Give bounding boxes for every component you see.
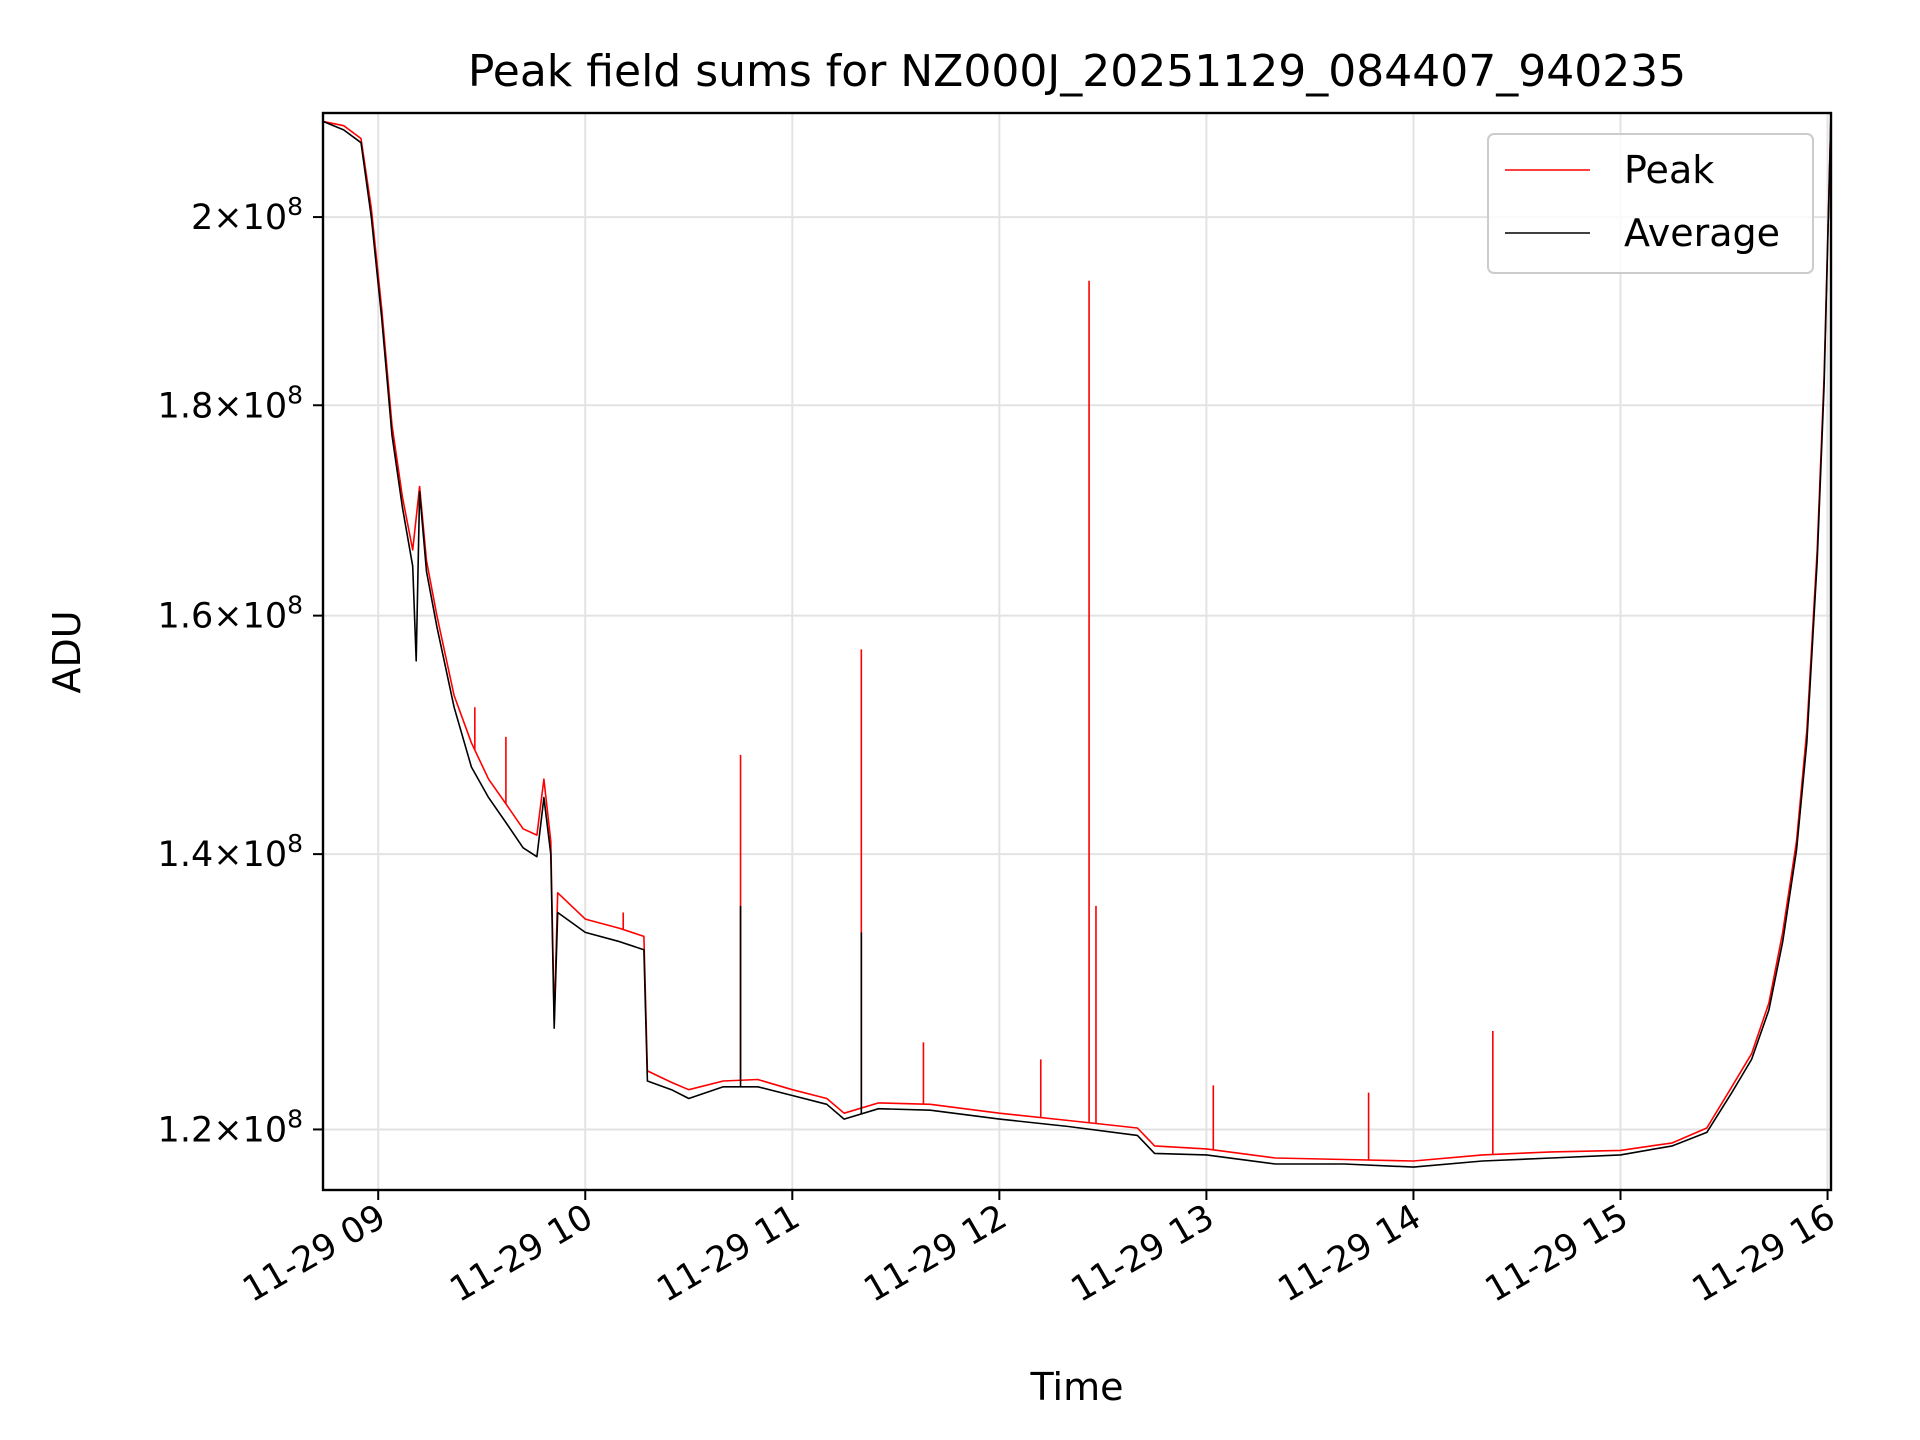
plot-frame bbox=[321, 111, 1833, 1192]
legend-box bbox=[1487, 133, 1814, 274]
plot-series bbox=[323, 113, 1831, 1168]
y-tick-multiplier: ×10 bbox=[213, 597, 287, 637]
y-tick-label: 1.2×108 bbox=[158, 1104, 303, 1150]
y-tick-label: 1.6×108 bbox=[158, 591, 303, 637]
legend-label-average: Average bbox=[1624, 211, 1780, 255]
series-average bbox=[323, 113, 1831, 1168]
chart-title: Peak field sums for NZ000J_20251129_0844… bbox=[468, 46, 1686, 97]
y-tick-multiplier: ×10 bbox=[213, 1110, 287, 1150]
x-axis-label: Time bbox=[1030, 1365, 1124, 1409]
legend-label-peak: Peak bbox=[1624, 148, 1714, 192]
y-tick-exponent: 8 bbox=[287, 1104, 303, 1133]
y-tick-mantissa: 2 bbox=[191, 198, 213, 238]
y-tick-mantissa: 1.2 bbox=[158, 1110, 214, 1150]
legend: Peak Average bbox=[1487, 133, 1814, 274]
y-tick-exponent: 8 bbox=[287, 591, 303, 620]
y-tick-multiplier: ×10 bbox=[213, 386, 287, 426]
y-axis-label: ADU bbox=[45, 610, 89, 693]
grid bbox=[323, 113, 1831, 1190]
y-tick-exponent: 8 bbox=[287, 380, 303, 409]
y-tick-mantissa: 1.8 bbox=[158, 386, 214, 426]
y-tick-mantissa: 1.4 bbox=[158, 835, 214, 875]
y-tick-multiplier: ×10 bbox=[213, 198, 287, 238]
y-tick-label: 1.4×108 bbox=[158, 829, 303, 875]
y-tick-exponent: 8 bbox=[287, 192, 303, 221]
series-line-average bbox=[323, 113, 1831, 1168]
y-tick-label: 2×108 bbox=[191, 192, 303, 238]
y-tick-mantissa: 1.6 bbox=[158, 597, 214, 637]
y-tick-multiplier: ×10 bbox=[213, 835, 287, 875]
y-tick-exponent: 8 bbox=[287, 829, 303, 858]
y-tick-label: 1.8×108 bbox=[158, 380, 303, 426]
